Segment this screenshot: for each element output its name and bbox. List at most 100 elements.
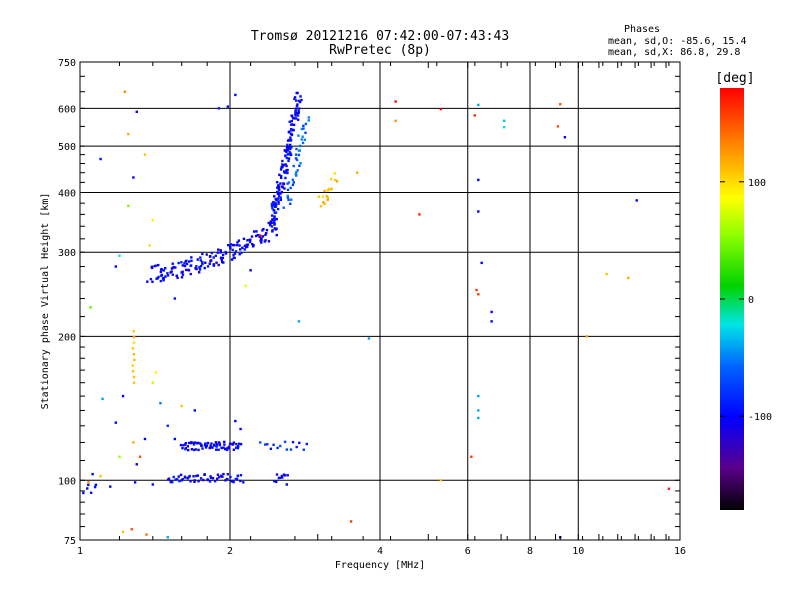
data-point [159, 401, 162, 405]
data-point [326, 198, 330, 201]
data-point [197, 448, 200, 452]
data-point [135, 463, 138, 466]
data-point [194, 448, 198, 451]
data-point [185, 259, 188, 263]
data-point [132, 176, 135, 179]
data-point [321, 195, 325, 198]
data-point [162, 279, 165, 282]
data-point [265, 228, 269, 232]
data-point [394, 100, 397, 103]
data-point [490, 310, 493, 314]
y-axis-label: Stationary phase Virtual Height [km] [40, 193, 51, 410]
data-point [285, 146, 289, 149]
data-point [252, 244, 255, 247]
data-point [170, 267, 174, 270]
y-tick-label: 300 [58, 248, 76, 259]
data-point [263, 443, 267, 446]
data-point [239, 474, 243, 477]
data-point [180, 276, 184, 279]
data-point [99, 157, 102, 161]
axis-ticks: 1 2 4 6 8 10 16 75 100 200 300 400 500 600 750 [58, 58, 686, 557]
data-point [271, 207, 274, 210]
data-point [221, 475, 224, 479]
data-point [238, 253, 241, 256]
data-point [286, 194, 290, 198]
colorbar-tick-label: 0 [748, 295, 754, 306]
data-point [189, 264, 193, 267]
data-point [234, 250, 238, 253]
data-point [195, 267, 198, 271]
y-tick-label: 100 [58, 476, 76, 487]
data-point [286, 168, 289, 172]
data-point [234, 446, 238, 449]
data-point [274, 204, 278, 207]
data-point [333, 172, 336, 175]
data-point [294, 109, 297, 113]
chart-title: Tromsø 20121216 07:42:00-07:43:43 [251, 29, 509, 44]
data-point [212, 256, 215, 259]
data-point [259, 239, 262, 242]
data-point [276, 190, 279, 194]
x-tick-label: 6 [465, 546, 471, 557]
data-point [252, 230, 256, 233]
data-point [295, 158, 299, 162]
data-point [300, 98, 303, 102]
y-tick-label: 600 [58, 104, 76, 115]
data-point [302, 127, 305, 130]
data-point [279, 444, 282, 448]
data-point [418, 213, 421, 216]
data-point [290, 133, 294, 136]
data-point [295, 107, 298, 110]
data-point [181, 264, 184, 267]
data-point [284, 163, 287, 166]
data-point [209, 259, 212, 263]
data-point [187, 269, 191, 272]
data-point [242, 237, 246, 241]
data-point [291, 440, 295, 444]
y-tick-label: 75 [64, 536, 76, 547]
data-point [133, 358, 136, 362]
data-point [285, 483, 288, 486]
data-point [229, 243, 233, 246]
data-point [294, 117, 298, 120]
data-point [304, 122, 308, 126]
data-point [235, 442, 238, 446]
data-point [101, 397, 104, 401]
data-point [219, 249, 222, 252]
data-point [281, 476, 284, 479]
data-point [279, 175, 283, 178]
data-point [294, 157, 298, 160]
data-point [217, 263, 220, 267]
data-point [183, 264, 187, 268]
data-point [204, 442, 207, 445]
data-point [275, 199, 278, 202]
data-point [285, 171, 288, 175]
data-point [215, 448, 218, 451]
data-point [585, 335, 588, 338]
data-point [289, 198, 293, 201]
data-point [150, 266, 154, 270]
data-point [223, 440, 226, 444]
data-point [166, 274, 170, 277]
data-point [270, 225, 274, 228]
data-point [173, 297, 177, 300]
data-point [201, 447, 204, 450]
data-point [171, 481, 174, 484]
data-point [295, 91, 298, 95]
data-point [274, 205, 277, 209]
data-point [89, 491, 93, 494]
data-point [201, 252, 204, 256]
data-point [299, 162, 302, 165]
data-point [182, 444, 185, 447]
data-point [278, 173, 281, 177]
x-tick-label: 10 [572, 546, 584, 557]
data-point [248, 238, 251, 241]
data-point [261, 235, 265, 238]
data-point [213, 479, 217, 483]
data-point [323, 189, 326, 193]
data-point [209, 476, 213, 479]
data-point [490, 320, 493, 323]
data-point [272, 201, 275, 204]
x-tick-label: 16 [674, 546, 686, 557]
